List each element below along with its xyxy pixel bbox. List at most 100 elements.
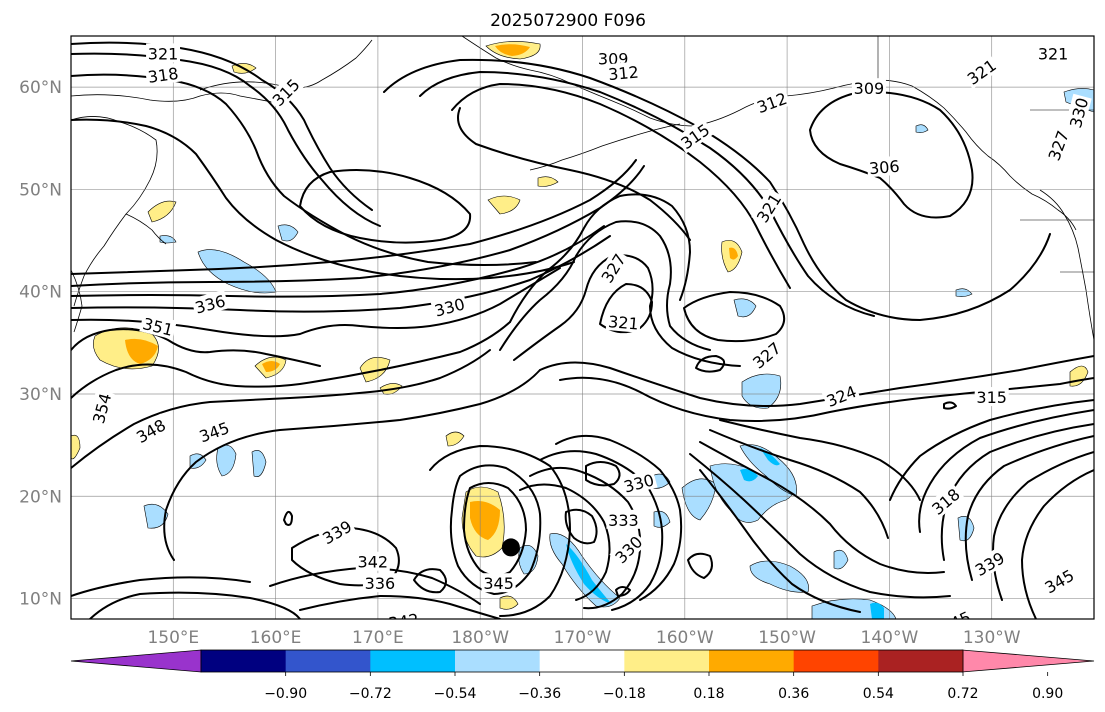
colorbar-tick-label: 0.72 <box>947 686 978 702</box>
contour-line <box>71 159 637 275</box>
shaded-patch <box>833 549 849 570</box>
contour-line <box>695 355 726 373</box>
contour-label-text: 321 <box>1038 44 1069 63</box>
contour-label-text: 321 <box>148 44 179 63</box>
shaded-patch <box>499 595 519 610</box>
colorbar: −0.90 −0.72 −0.54 −0.36 −0.18 0.18 0.36 0.54 0.7… <box>70 649 1095 702</box>
contour-label-text: 306 <box>868 157 900 179</box>
contour-line <box>71 321 511 399</box>
contour-line <box>689 453 951 599</box>
contour-line <box>71 118 575 281</box>
contour-line <box>383 58 1051 321</box>
colorbar-tick-label: −0.54 <box>434 686 477 702</box>
shaded-patch <box>251 450 267 477</box>
contour-line <box>457 107 691 241</box>
contour-line <box>71 328 321 367</box>
colorbar-segment <box>539 650 625 672</box>
contour-line <box>413 568 447 594</box>
contour-label: 345 <box>1039 563 1079 597</box>
contour-label-text: 336 <box>365 574 396 593</box>
colorbar-extend-low <box>70 649 202 673</box>
contour-label: 336 <box>362 573 397 593</box>
contour-line <box>429 445 571 617</box>
contour-line <box>964 435 1094 581</box>
longitude-tick-label: 170°E <box>352 628 404 648</box>
contour-label: 321 <box>146 43 181 63</box>
contour-line <box>555 434 683 601</box>
shaded-patch <box>71 434 81 460</box>
contour-line <box>709 429 889 539</box>
shaded-patch <box>470 501 500 540</box>
latitude-tick-label: 60°N <box>19 78 62 98</box>
shaded-patch <box>870 602 884 619</box>
shaded-patch <box>681 478 717 521</box>
contour-label: 336 <box>191 289 229 318</box>
contour-line <box>163 369 541 561</box>
latitude-tick-label: 30°N <box>19 385 62 405</box>
contour-line <box>943 401 957 410</box>
colorbar-segment <box>878 650 964 672</box>
latitude-tick-labels: 10°N 20°N 30°N 40°N 50°N 60°N <box>19 78 62 609</box>
colorbar-extend-high <box>961 649 1095 673</box>
contour-label-text: 312 <box>607 63 639 85</box>
contour-line <box>451 83 791 289</box>
longitude-tick-label: 150°W <box>758 628 816 648</box>
shaded-patch <box>487 195 521 215</box>
contour-line <box>699 441 945 574</box>
colorbar-segment <box>285 650 371 672</box>
contour-line <box>463 482 527 577</box>
longitude-tick-labels: 150°E 160°E 170°E 180°W 170°W 160°W 150°W 140°W… <box>147 628 1020 648</box>
contour-label-text: 333 <box>608 511 639 530</box>
longitude-tick-label: 140°W <box>861 628 919 648</box>
contour-label-text: 321 <box>607 312 639 334</box>
contour-label-text: 318 <box>147 64 180 87</box>
contour-line <box>519 483 611 601</box>
contour-line <box>615 586 631 597</box>
shaded-patch <box>566 544 612 604</box>
contour-line <box>283 510 293 526</box>
shaded-patch <box>277 224 299 242</box>
contour-label: 345 <box>936 605 976 637</box>
colorbar-tick-label: 0.36 <box>778 686 809 702</box>
colorbar-segment <box>201 650 287 672</box>
contour-label: 315 <box>974 387 1009 407</box>
shaded-patch <box>143 503 169 529</box>
contour-line <box>918 409 1094 533</box>
contour-line <box>687 552 713 579</box>
colorbar-tick-label: 0.18 <box>693 686 724 702</box>
contour-label: 312 <box>605 61 642 85</box>
coastline-chukotka <box>199 39 373 91</box>
shaded-patch <box>915 124 929 133</box>
colorbar-segment <box>370 650 456 672</box>
colorbar-segment <box>624 650 710 672</box>
coastline-japan <box>71 269 83 333</box>
contour-line <box>539 450 664 611</box>
shaded-patch <box>537 176 559 187</box>
colorbar-tick-label: −0.36 <box>518 686 561 702</box>
coastline-kuril <box>125 213 167 245</box>
contour-label: 345 <box>481 573 516 593</box>
contour-label: 342 <box>517 628 551 648</box>
shaded-patch <box>729 247 738 260</box>
contour-label-text: 345 <box>483 574 514 593</box>
contour-label: 318 <box>144 62 182 87</box>
contour-line <box>699 469 861 613</box>
coastline-bc <box>1039 189 1094 341</box>
shaded-patch <box>445 431 465 447</box>
colorbar-tick-label: −0.72 <box>349 686 392 702</box>
contour-label: 342 <box>355 551 390 572</box>
contour-line <box>269 567 481 605</box>
shaded-anomaly-patches <box>71 41 1094 619</box>
storm-position-marker <box>501 538 520 557</box>
contour-label: 312 <box>752 87 791 117</box>
contour-line <box>89 591 301 619</box>
contour-label: 309 <box>851 78 886 98</box>
contour-label: 333 <box>606 509 641 530</box>
contour-label-text: 315 <box>976 388 1007 407</box>
contour-label: 321 <box>605 310 642 334</box>
longitude-tick-label: 150°E <box>147 628 199 648</box>
longitude-tick-label: 180°W <box>451 628 509 648</box>
contour-label-text: 345 <box>938 607 974 637</box>
